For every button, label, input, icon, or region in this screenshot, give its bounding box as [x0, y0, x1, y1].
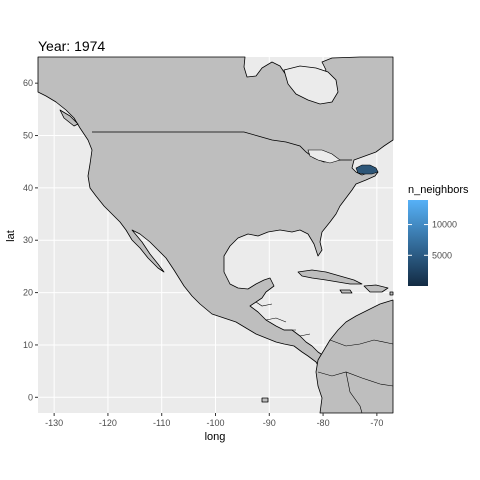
x-tick-label: -80	[317, 418, 330, 428]
south-america-landmass	[315, 299, 394, 414]
x-axis-label: long	[205, 431, 226, 443]
legend-colorbar	[408, 200, 428, 286]
x-tick-label: -110	[153, 418, 170, 428]
hispaniola-island	[363, 284, 389, 293]
jamaica-island	[339, 289, 353, 294]
hudson-bay	[283, 65, 339, 105]
great-lakes	[307, 149, 341, 164]
legend-tick-label: 10000	[432, 220, 457, 230]
x-tick-label: -130	[45, 418, 63, 428]
x-tick-label: -70	[370, 418, 383, 428]
x-tick-label: -120	[99, 418, 117, 428]
y-tick-label: 30	[23, 235, 33, 245]
y-axis-label: lat	[5, 230, 17, 242]
x-axis: -130 -120 -110 -100 -90 -80 -70	[45, 413, 383, 428]
chart-title: Year: 1974	[38, 38, 105, 54]
y-tick-label: 60	[23, 78, 33, 88]
y-tick-label: 40	[23, 183, 33, 193]
vancouver-island	[59, 109, 79, 127]
puerto-rico-island	[389, 291, 394, 296]
y-tick-label: 10	[23, 340, 33, 350]
legend-title: n_neighbors	[408, 184, 469, 196]
x-tick-label: -100	[206, 418, 224, 428]
y-tick-label: 20	[23, 288, 33, 298]
legend-tick-label: 5000	[432, 250, 452, 260]
color-legend: n_neighbors 5000 10000	[408, 184, 469, 286]
land-layer	[37, 56, 394, 414]
galapagos-island	[261, 397, 269, 403]
y-tick-label: 50	[23, 131, 33, 141]
y-tick-label: 0	[28, 392, 33, 402]
x-tick-label: -90	[263, 418, 276, 428]
legend-ticks: 5000 10000	[408, 220, 457, 260]
cuba-island	[297, 269, 363, 285]
central-america-borders	[255, 301, 311, 337]
highlighted-region-new-england[interactable]	[355, 164, 379, 175]
south-america-borders	[317, 339, 394, 414]
y-axis: 0 10 20 30 40 50 60	[23, 78, 38, 402]
